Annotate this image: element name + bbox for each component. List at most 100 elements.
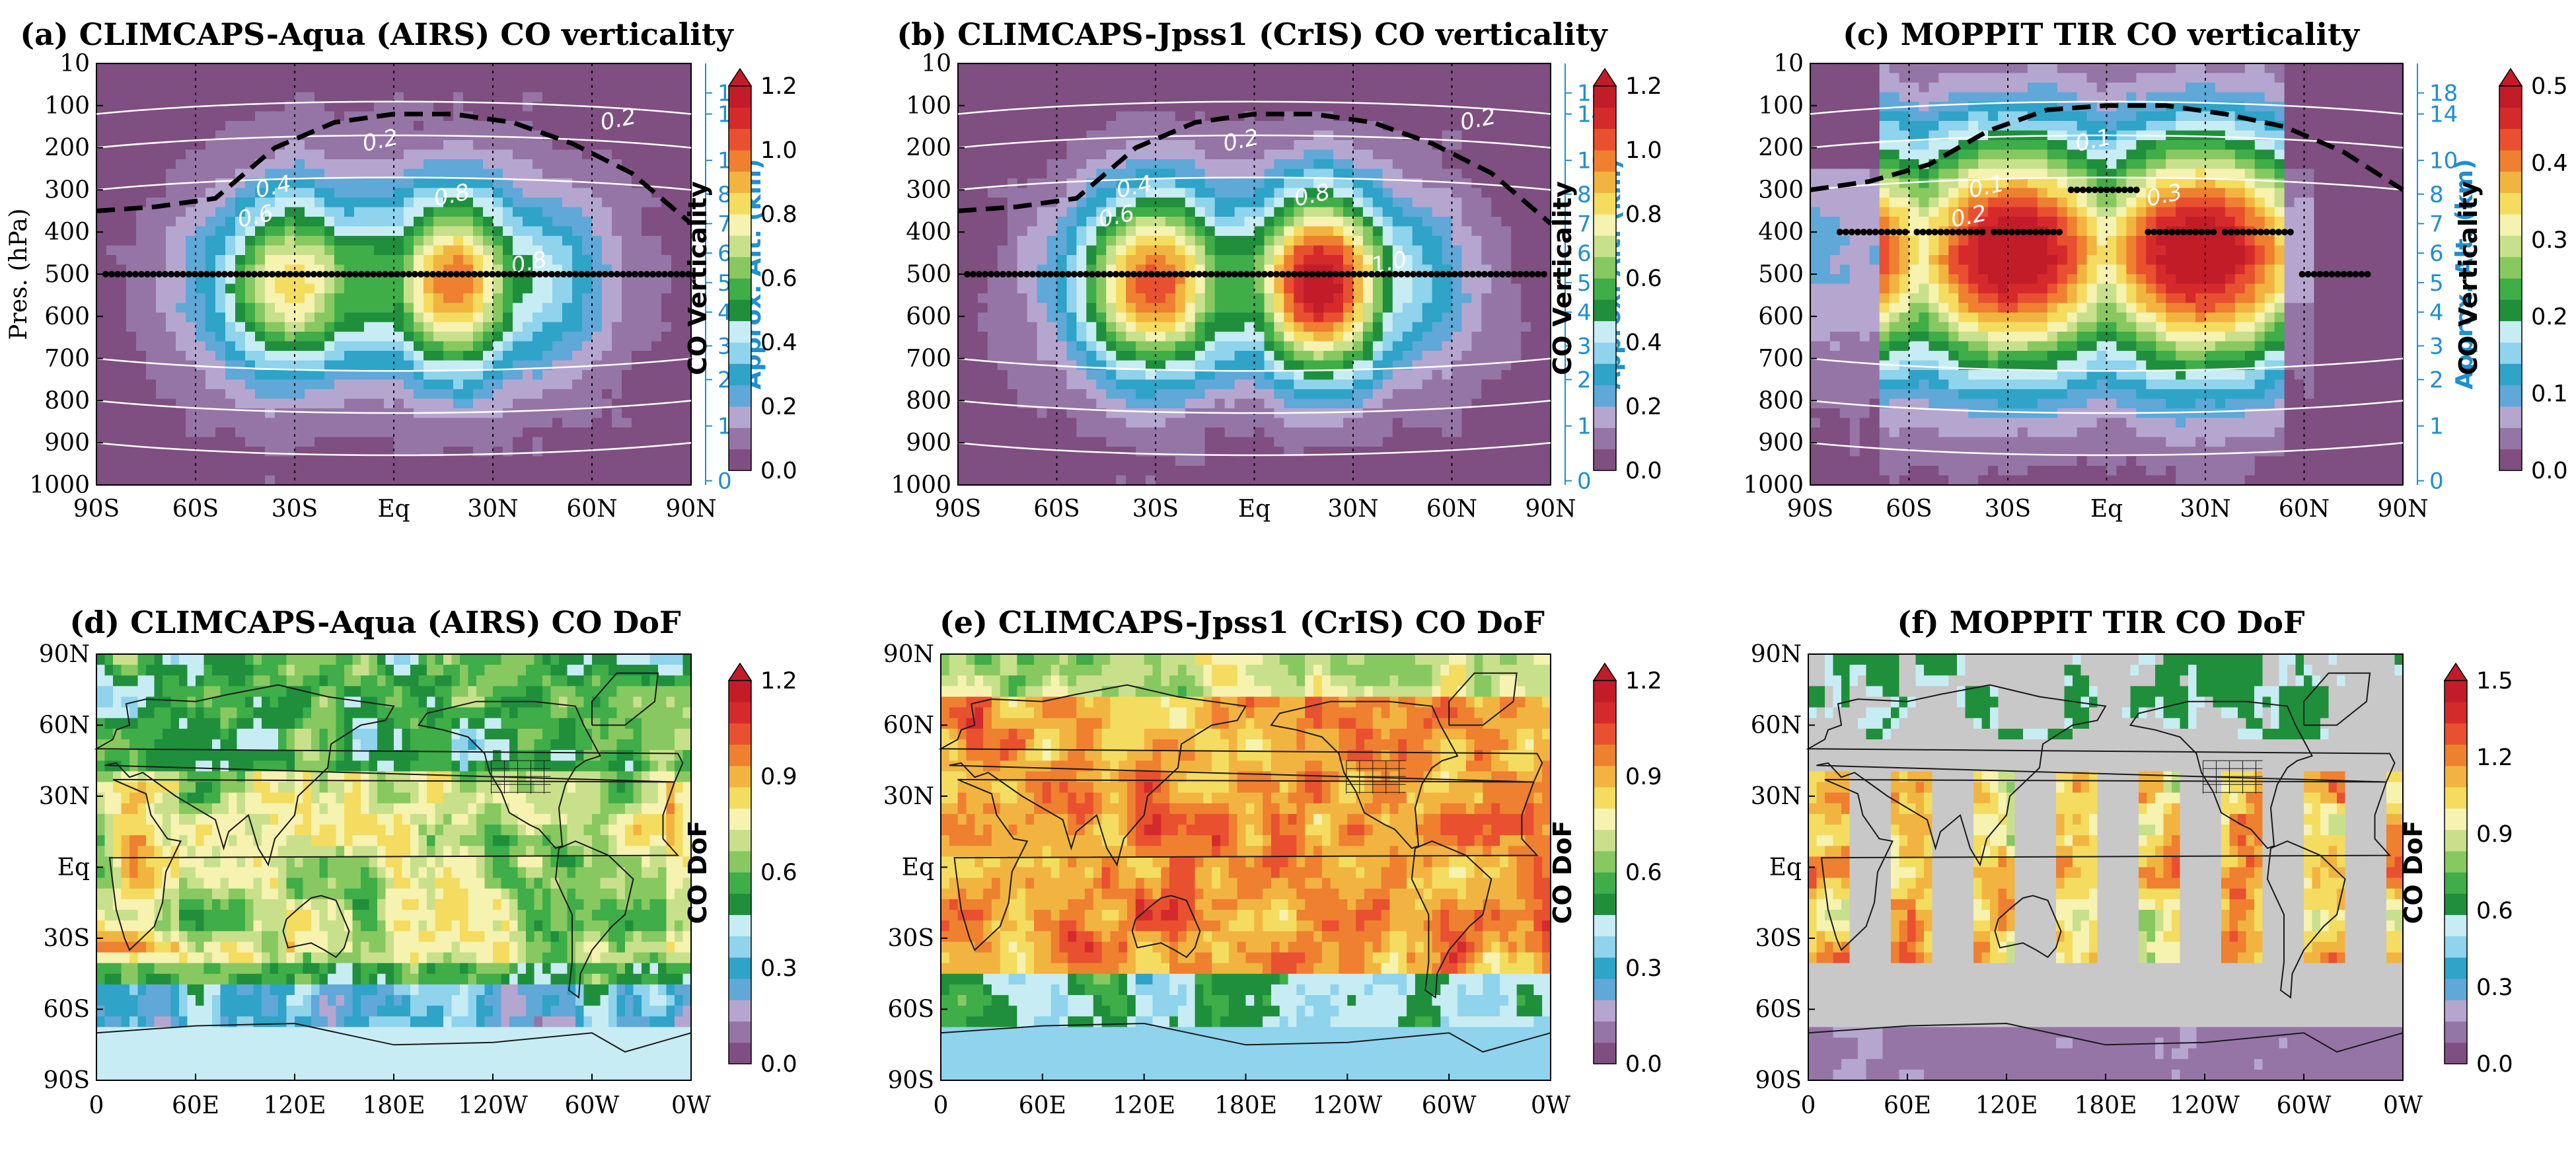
latitude-tick: 30S [272, 496, 318, 523]
panel-title: (e) CLIMCAPS-Jpss1 (CrIS) CO DoF [939, 605, 1545, 640]
longitude-tick: 120W [1312, 1092, 1382, 1119]
colorbar: 1.21.00.80.60.40.20.0 [729, 69, 797, 484]
colorbar-tick: 1.0 [760, 137, 797, 164]
colorbar-tick: 0.6 [1625, 266, 1662, 292]
latitude-tick: 90N [39, 641, 90, 668]
colorbar-tick: 1.2 [1625, 73, 1662, 100]
colorbar-tick: 0.0 [760, 458, 797, 484]
colorbar-label: CO DoF [2399, 820, 2428, 924]
longitude-tick: 60W [565, 1092, 620, 1119]
colorbar-tick: 0.2 [2531, 304, 2568, 330]
colorbar-tick: 0.3 [1625, 955, 1662, 982]
latitude-tick: Eq [902, 854, 934, 881]
colorbar-tick: 0.8 [1625, 202, 1662, 228]
longitude-tick: 60W [1422, 1092, 1477, 1119]
dof-field [96, 654, 692, 1081]
pressure-tick: 500 [44, 261, 90, 288]
colorbar-tick: 0.4 [2531, 150, 2568, 176]
altitude-tick: 6 [2429, 241, 2444, 267]
altitude-tick: 5 [1577, 270, 1592, 297]
pressure-tick: 100 [44, 93, 90, 120]
latitude-tick: 60N [1751, 712, 1802, 739]
altitude-tick: 0 [718, 468, 732, 495]
pressure-tick: 600 [44, 303, 90, 330]
longitude-tick: 60E [172, 1092, 219, 1119]
longitude-tick: 120E [1975, 1092, 2038, 1119]
latitude-tick: 30N [883, 783, 934, 810]
latitude-tick: 90S [1787, 496, 1833, 523]
altitude-tick: 3 [2429, 333, 2444, 359]
latitude-tick: 30S [1755, 925, 1802, 952]
latitude-tick: Eq [1769, 854, 1802, 881]
colorbar-extend-arrow [729, 69, 751, 86]
pressure-tick: 10 [921, 50, 951, 77]
pressure-tick: 200 [44, 135, 90, 162]
latitude-tick: 60S [1755, 996, 1802, 1023]
colorbar-tick: 0.0 [1625, 458, 1662, 484]
longitude-tick: 0 [934, 1092, 949, 1119]
altitude-tick: 8 [2429, 182, 2444, 208]
latitude-tick: 30S [888, 925, 934, 952]
colorbar-tick: 0.6 [760, 860, 797, 886]
colorbar-tick: 1.0 [1625, 137, 1662, 164]
altitude-tick: 8 [1577, 182, 1592, 208]
panel-a: (a) CLIMCAPS-Aqua (AIRS) CO verticality 0… [5, 17, 797, 523]
latitude-tick: 90S [44, 1067, 90, 1094]
panel-title: (b) CLIMCAPS-Jpss1 (CrIS) CO verticality [897, 17, 1608, 52]
longitude-tick: 60E [1019, 1092, 1066, 1119]
colorbar-extend-arrow [2499, 69, 2522, 86]
colorbar-label: CO Verticality [683, 181, 712, 375]
latitude-tick: 60N [2279, 496, 2330, 523]
longitude-tick: 0W [671, 1092, 711, 1119]
pressure-tick: 400 [44, 219, 90, 246]
colorbar-extend-arrow [1594, 69, 1616, 86]
pressure-tick: 200 [906, 135, 951, 162]
colorbar-tick: 1.2 [760, 73, 797, 100]
colorbar-tick: 0.5 [2531, 73, 2568, 100]
colorbar: 1.20.90.60.30.0 [1594, 663, 1662, 1078]
latitude-tick: 30S [44, 925, 90, 952]
longitude-tick: 180E [2075, 1092, 2137, 1119]
panel-d: (d) CLIMCAPS-Aqua (AIRS) CO DoF90N60N30N… [39, 605, 797, 1119]
latitude-tick: 60S [1886, 496, 1932, 523]
latitude-tick: 30N [2180, 496, 2230, 523]
colorbar-extend-arrow [1594, 663, 1616, 681]
pressure-tick: 200 [1758, 135, 1804, 162]
altitude-tick: 7 [1577, 211, 1592, 237]
longitude-tick: 120W [2170, 1092, 2240, 1119]
latitude-tick: 30N [1751, 783, 1802, 810]
panel-title: (a) CLIMCAPS-Aqua (AIRS) CO verticality [20, 17, 734, 52]
longitude-tick: 60E [1884, 1092, 1931, 1119]
longitude-tick: 60W [2277, 1092, 2332, 1119]
longitude-tick: 0W [2383, 1092, 2423, 1119]
colorbar-tick: 0.2 [760, 394, 797, 420]
colorbar: 1.20.90.60.30.0 [729, 663, 797, 1078]
colorbar-tick: 0.4 [1625, 330, 1662, 356]
latitude-tick: 30N [1327, 496, 1378, 523]
colorbar-tick: 0.9 [2476, 821, 2513, 848]
colorbar-tick: 0.0 [2531, 458, 2568, 484]
panel-title: (d) CLIMCAPS-Aqua (AIRS) CO DoF [69, 605, 681, 640]
altitude-tick: 4 [1577, 299, 1592, 326]
colorbar: 0.50.40.30.20.10.0 [2499, 69, 2568, 484]
longitude-tick: 120W [458, 1092, 528, 1119]
colorbar-tick: 1.5 [2476, 668, 2513, 694]
y-axis-label: Pres. (hPa) [5, 208, 32, 340]
longitude-tick: 0 [89, 1092, 104, 1119]
altitude-tick: 14 [2429, 102, 2458, 128]
pressure-tick: 400 [906, 219, 951, 246]
altitude-tick: 3 [1577, 333, 1592, 359]
colorbar-tick: 0.8 [760, 202, 797, 228]
pressure-tick: 500 [1758, 261, 1804, 288]
colorbar-tick: 1.2 [1625, 668, 1662, 694]
latitude-tick: 30N [467, 496, 518, 523]
latitude-tick: 60N [566, 496, 617, 523]
pressure-tick: 400 [1758, 219, 1804, 246]
longitude-tick: 180E [1214, 1092, 1277, 1119]
altitude-tick: 2 [1577, 367, 1592, 394]
colorbar-tick: 0.6 [760, 266, 797, 292]
altitude-tick: 0 [2429, 468, 2444, 495]
latitude-tick: 90N [1525, 496, 1576, 523]
dof-field [941, 654, 1551, 1081]
longitude-tick: 120E [1113, 1092, 1175, 1119]
